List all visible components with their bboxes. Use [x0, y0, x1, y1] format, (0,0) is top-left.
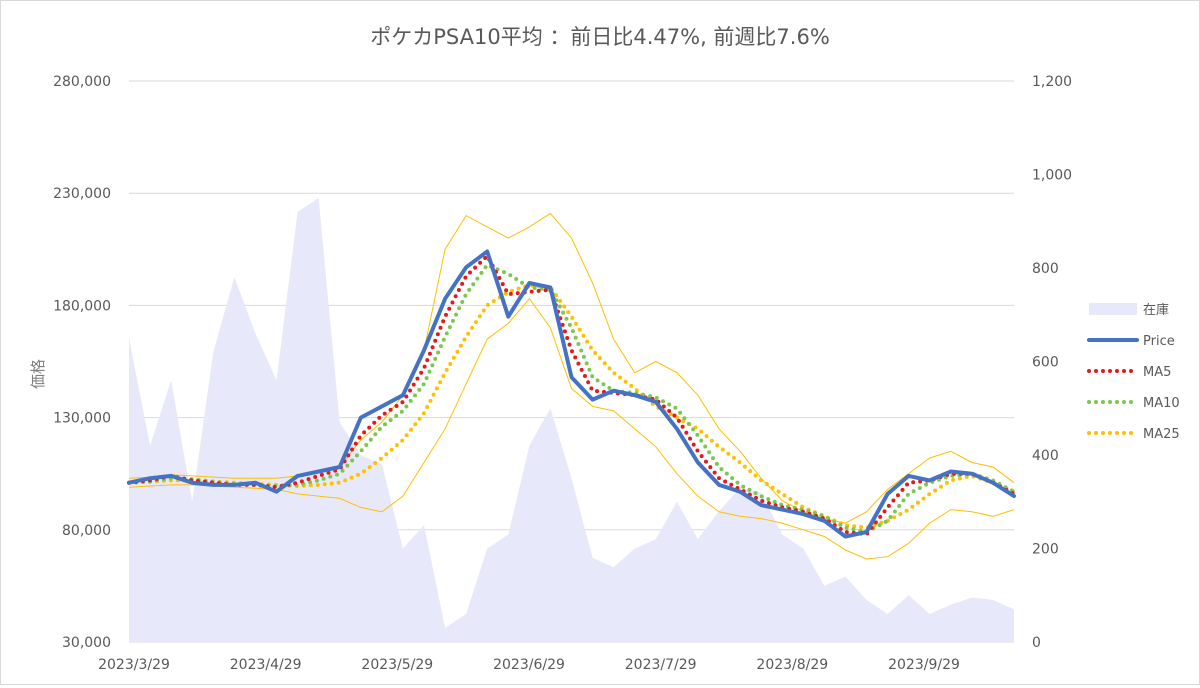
legend-label: MA25	[1143, 427, 1180, 442]
y-left-tick-label: 230,000	[53, 186, 111, 202]
x-tick-label: 2023/5/29	[361, 657, 433, 673]
chart-title: ポケカPSA10平均 ：前日比4.47%, 前週比7.6%	[370, 25, 830, 49]
legend-label: MA5	[1143, 365, 1171, 380]
y-right-tick-label: 400	[1032, 448, 1059, 464]
y-left-tick-label: 80,000	[62, 523, 111, 539]
tick-layer: 280,000 230,000 180,000 130,000 80,000 30,000…	[53, 74, 1072, 673]
y-left-tick-label: 130,000	[53, 411, 111, 427]
legend-label: MA10	[1143, 396, 1180, 411]
x-tick-label: 2023/6/29	[493, 657, 565, 673]
x-tick-label: 2023/8/29	[756, 657, 828, 673]
y-right-tick-label: 600	[1032, 355, 1059, 371]
y-left-tick-label: 180,000	[53, 298, 111, 314]
y-left-tick-label: 280,000	[53, 74, 111, 90]
price-line	[127, 249, 1016, 539]
inventory-area-layer	[129, 197, 1014, 642]
legend-swatch-inventory	[1089, 303, 1137, 315]
upper-band-line	[128, 212, 1015, 524]
ma5-line	[127, 254, 1016, 537]
legend: 在庫 Price MA5 MA10 MA25	[1087, 303, 1180, 442]
inventory-area	[129, 197, 1014, 642]
line-layer	[127, 249, 1016, 539]
legend-label: Price	[1143, 334, 1175, 349]
y-axis-label: 価格	[29, 359, 47, 389]
x-tick-label: 2023/9/29	[888, 657, 960, 673]
y-right-tick-label: 1,200	[1032, 74, 1072, 90]
x-tick-label: 2023/7/29	[625, 657, 697, 673]
y-right-tick-label: 0	[1032, 635, 1041, 651]
y-right-tick-label: 800	[1032, 261, 1059, 277]
x-tick-label: 2023/3/29	[98, 657, 170, 673]
x-tick-label: 2023/4/29	[230, 657, 302, 673]
y-right-tick-label: 200	[1032, 542, 1059, 558]
y-left-tick-label: 30,000	[62, 635, 111, 651]
legend-label: 在庫	[1143, 303, 1169, 318]
y-right-tick-label: 1,000	[1032, 168, 1072, 184]
